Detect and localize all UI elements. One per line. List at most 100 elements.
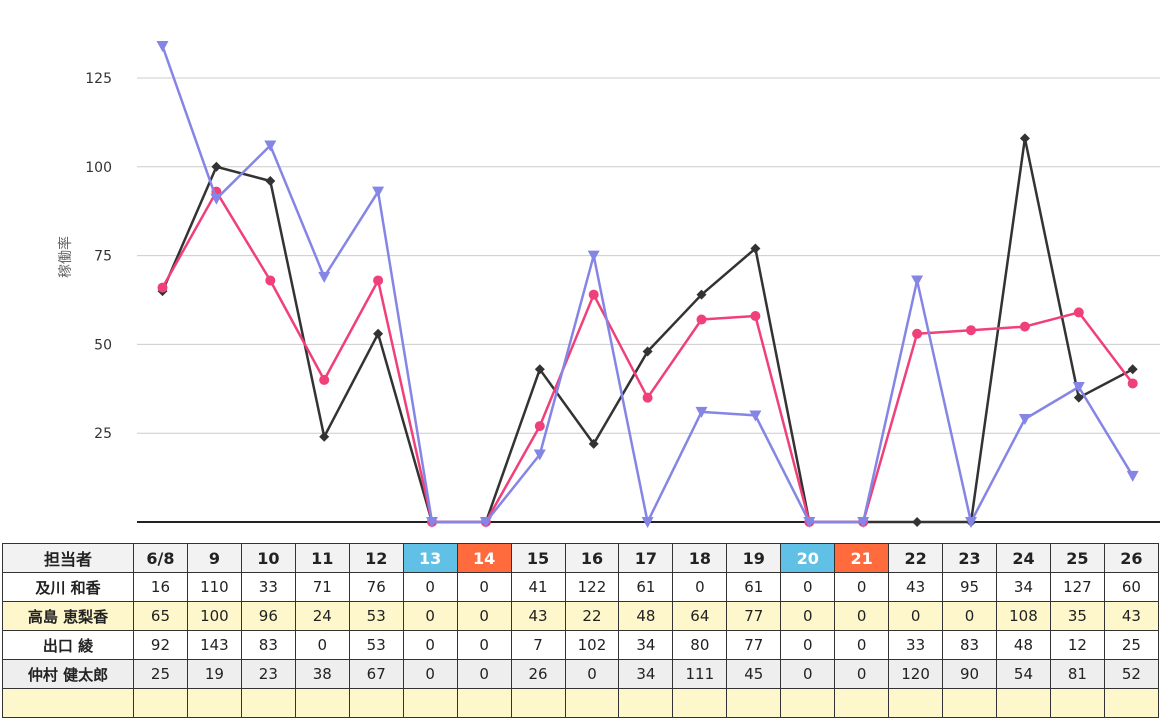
date-header-cell: 15	[510, 543, 566, 573]
value-cell: 48	[996, 630, 1051, 660]
date-header-cell: 22	[888, 543, 944, 573]
data-point	[210, 193, 223, 205]
value-cell: 19	[186, 659, 242, 689]
value-cell: 61	[726, 572, 782, 602]
value-cell	[186, 688, 242, 718]
date-header-cell: 20	[780, 543, 836, 573]
value-cell: 127	[1049, 572, 1105, 602]
y-tick-label: 100	[85, 160, 112, 176]
data-point	[319, 431, 330, 442]
person-name-cell: 仲村 健太郎	[2, 659, 134, 689]
value-cell: 108	[996, 601, 1051, 631]
value-cell: 71	[294, 572, 350, 602]
table-row	[2, 688, 1160, 718]
chart-series	[156, 41, 1139, 528]
value-cell: 143	[186, 630, 242, 660]
data-point	[534, 364, 545, 375]
value-cell	[1103, 688, 1160, 718]
value-cell: 0	[888, 601, 944, 631]
value-cell: 0	[402, 630, 458, 660]
value-cell: 53	[348, 630, 404, 660]
header-person-cell: 担当者	[2, 543, 134, 573]
value-cell: 83	[240, 630, 296, 660]
value-cell: 43	[1103, 601, 1160, 631]
value-cell: 34	[618, 630, 674, 660]
data-point	[912, 517, 923, 527]
value-cell: 65	[133, 601, 188, 631]
value-cell	[672, 688, 728, 718]
value-cell: 45	[726, 659, 782, 689]
data-point	[1019, 133, 1030, 144]
value-cell: 61	[618, 572, 674, 602]
value-cell: 0	[834, 601, 890, 631]
data-point	[479, 517, 492, 528]
value-cell: 83	[942, 630, 997, 660]
table-row: 出口 綾 92 143 83 0 53 0 0 7 102 34 80 77 0 0 33 83 48 12 25	[2, 630, 1160, 660]
value-cell	[726, 688, 782, 718]
value-cell: 95	[942, 572, 997, 602]
value-cell: 53	[348, 601, 404, 631]
date-header-cell: 17	[618, 543, 674, 573]
person-name-cell: 出口 綾	[2, 630, 134, 660]
line-chart: 25 50 75 100 125 稼働率	[57, 41, 1160, 528]
data-point	[857, 517, 870, 528]
value-cell	[942, 688, 997, 718]
value-cell: 0	[780, 659, 836, 689]
data-point	[319, 374, 330, 385]
value-cell: 120	[888, 659, 944, 689]
y-axis-label: 稼働率	[57, 236, 74, 278]
value-cell: 0	[564, 659, 620, 689]
value-cell: 64	[672, 601, 728, 631]
value-cell: 81	[1049, 659, 1105, 689]
value-cell: 7	[510, 630, 566, 660]
data-table: 担当者 6/8 9 10 11 12 13 14 15 16 17 18 19 20 21 22 23 24 25…	[2, 543, 1160, 718]
value-cell: 35	[1049, 601, 1105, 631]
value-cell: 77	[726, 630, 782, 660]
data-point	[696, 314, 707, 325]
value-cell	[402, 688, 458, 718]
value-cell: 111	[672, 659, 728, 689]
series-1	[157, 133, 1138, 527]
value-cell: 0	[834, 630, 890, 660]
value-cell: 38	[294, 659, 350, 689]
value-cell	[834, 688, 890, 718]
value-cell: 43	[888, 572, 944, 602]
value-cell: 0	[402, 601, 458, 631]
date-header-cell: 13	[402, 543, 458, 573]
value-cell: 23	[240, 659, 296, 689]
person-name-cell: 高島 恵梨香	[2, 601, 134, 631]
value-cell: 90	[942, 659, 997, 689]
date-header-cell: 11	[294, 543, 350, 573]
value-cell: 16	[133, 572, 188, 602]
date-header-cell: 14	[456, 543, 512, 573]
value-cell: 0	[834, 572, 890, 602]
value-cell: 60	[1103, 572, 1160, 602]
value-cell: 43	[510, 601, 566, 631]
data-point	[966, 325, 976, 336]
value-cell	[240, 688, 296, 718]
data-point	[265, 275, 276, 286]
data-point	[750, 243, 761, 254]
data-point	[373, 328, 384, 339]
data-point	[211, 161, 222, 172]
data-point	[1072, 382, 1085, 394]
data-point	[426, 517, 438, 528]
data-point	[1018, 413, 1031, 425]
value-cell: 0	[402, 659, 458, 689]
data-point	[1127, 378, 1138, 389]
value-cell: 122	[564, 572, 620, 602]
data-point	[533, 449, 546, 461]
table-row: 仲村 健太郎 25 19 23 38 67 0 0 26 0 34 111 45 0 0 120 90 54 81 5…	[2, 659, 1160, 689]
value-cell: 34	[996, 572, 1051, 602]
data-point	[749, 410, 762, 422]
date-header-cell: 6/8	[133, 543, 188, 573]
value-cell: 102	[564, 630, 620, 660]
value-cell: 34	[618, 659, 674, 689]
data-point	[1019, 321, 1030, 332]
date-header-cell: 21	[834, 543, 890, 573]
value-cell	[780, 688, 836, 718]
person-name-cell	[2, 688, 134, 718]
y-tick-label: 75	[94, 249, 112, 265]
value-cell: 67	[348, 659, 404, 689]
data-point	[642, 346, 653, 357]
